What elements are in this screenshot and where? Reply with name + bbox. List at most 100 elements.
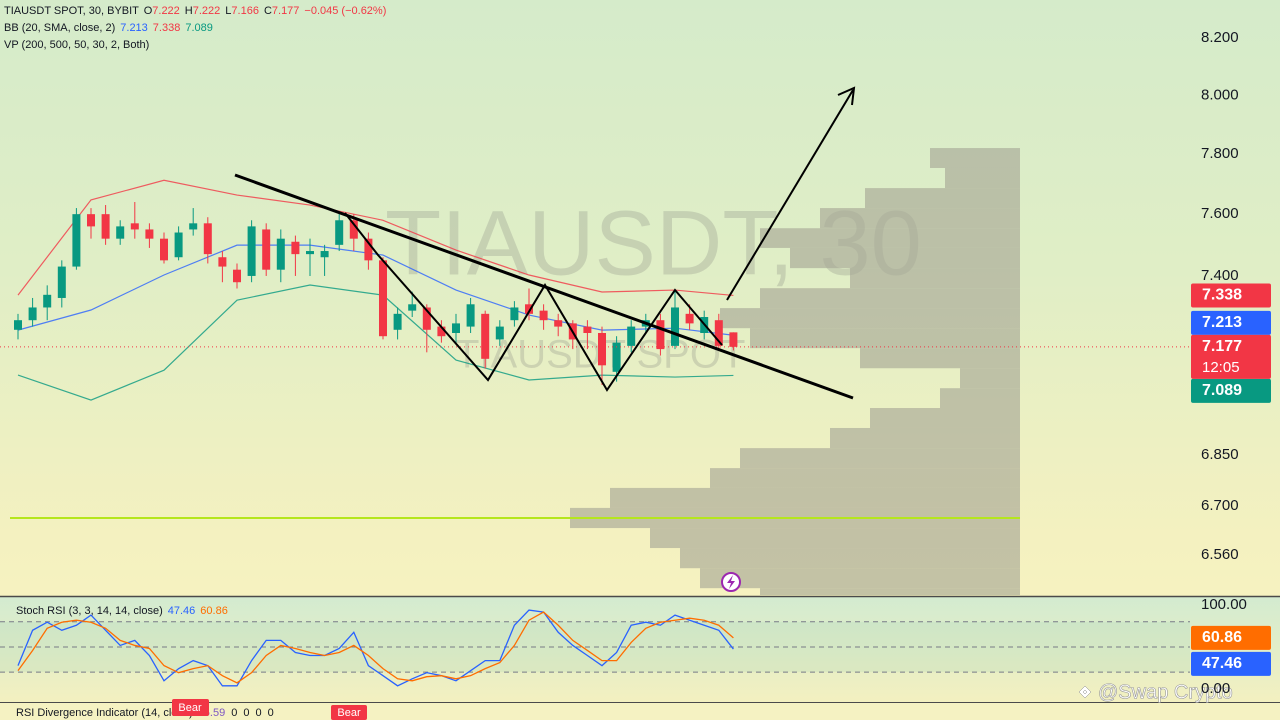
- candle-body: [495, 326, 504, 340]
- price-axis: 8.200 8.000 7.800 7.600 7.400 6.850 6.700 6.560…: [1191, 29, 1271, 697]
- plot: [0, 179, 1190, 687]
- candle-body: [539, 310, 548, 321]
- candle-body: [408, 304, 417, 311]
- y-tick-label: 6.560: [1201, 546, 1239, 563]
- price-label-box: [1191, 283, 1271, 308]
- ohlc-key: H: [185, 5, 193, 17]
- bear-tag: [331, 705, 367, 720]
- bb-label: BB (20, SMA, close, 2): [4, 22, 115, 34]
- candle-body: [203, 223, 212, 255]
- volume-bar: [865, 188, 1020, 209]
- stoch-label: 47.46: [1202, 655, 1242, 672]
- volume-bar: [930, 148, 1020, 168]
- volume-bar: [820, 208, 1020, 229]
- credit-icon: [1078, 685, 1092, 699]
- alert-bolt[interactable]: [727, 575, 735, 589]
- candle-body: [583, 326, 592, 333]
- ohlc-key: O: [144, 5, 153, 17]
- bear-tag-text: Bear: [337, 707, 361, 719]
- candle-body: [656, 320, 665, 350]
- candle-body: [160, 238, 168, 261]
- stoch-legend: Stoch RSI (3, 3, 14, 14, close) 47.46 60.8…: [16, 605, 228, 617]
- price-label: 7.177: [1202, 338, 1242, 355]
- y-tick-label: 7.400: [1201, 267, 1239, 284]
- candle-body: [729, 332, 738, 347]
- volume-bar: [720, 308, 1020, 329]
- candle-body: [379, 260, 387, 337]
- price-label-box: [1191, 334, 1271, 379]
- candle-body: [306, 251, 314, 255]
- volume-bar: [830, 427, 1020, 449]
- ohlc-value: 7.177: [272, 5, 300, 17]
- bollinger-line: [17, 179, 734, 297]
- candle-body: [554, 320, 563, 327]
- candle-body: [437, 326, 446, 337]
- bear-tag: [172, 699, 209, 716]
- candle-body: [72, 214, 81, 267]
- y-tick-label: 6.850: [1201, 446, 1239, 463]
- volume-bar: [790, 247, 1020, 269]
- rsi-legend: RSI Divergence Indicator (14, close) 45.5…: [16, 707, 274, 719]
- ohlc-key: C: [264, 5, 272, 17]
- stoch-label: Stoch RSI (3, 3, 14, 14, close): [16, 605, 163, 617]
- stoch-value: 47.46: [168, 605, 196, 617]
- y-tick-label: 7.800: [1201, 145, 1239, 162]
- volume-bar: [740, 448, 1020, 469]
- candle-body: [262, 229, 271, 270]
- candle-body: [612, 342, 621, 372]
- candle-body: [87, 214, 95, 227]
- volume-bar: [760, 228, 1020, 248]
- countdown: 12:05: [1202, 359, 1240, 376]
- candle-body: [393, 313, 402, 330]
- candle-body: [291, 241, 300, 255]
- bollinger-line: [17, 244, 734, 336]
- volume-bar: [760, 588, 1020, 595]
- volume-bar: [850, 268, 1020, 289]
- candle-body: [598, 332, 606, 366]
- y-tick-label: 100.00: [1201, 596, 1247, 613]
- candle-body: [335, 220, 344, 245]
- volume-bar: [860, 348, 1020, 369]
- alert-icon[interactable]: [721, 572, 741, 592]
- candle-body: [276, 238, 285, 270]
- volume-bar: [960, 368, 1020, 389]
- legend: TIAUSDT SPOT, 30, BYBIT O7.222 H7.222 L7.16…: [4, 5, 386, 720]
- volume-bar: [940, 388, 1020, 409]
- rsi-pane: [0, 703, 1280, 720]
- y-tick-label: 7.600: [1201, 205, 1239, 222]
- rsi-output: 0: [231, 707, 237, 719]
- bb-value: 7.338: [153, 22, 181, 34]
- ohlc-value: 7.222: [193, 5, 221, 17]
- volume-bar: [750, 328, 1020, 349]
- candle-body: [422, 307, 431, 330]
- volume-bar: [650, 528, 1020, 549]
- candle-body: [189, 223, 198, 230]
- stoch-label-box: [1191, 651, 1271, 676]
- volume-bar: [680, 548, 1020, 569]
- ohlc-value: 7.222: [152, 5, 180, 17]
- credit-text: @Swap Crypto: [1098, 681, 1233, 703]
- volume-bar: [710, 468, 1020, 488]
- bb-legend: BB (20, SMA, close, 2) 7.213 7.338 7.089: [4, 22, 213, 34]
- bb-value: 7.213: [120, 22, 148, 34]
- bb-value: 7.089: [185, 22, 213, 34]
- price-label: 7.338: [1202, 287, 1242, 304]
- drawings: [234, 86, 856, 400]
- price-label-box: [1191, 310, 1271, 335]
- candle-body: [481, 313, 490, 359]
- change: −0.045 (−0.62%): [304, 5, 386, 17]
- volume-bar: [760, 288, 1020, 309]
- stoch-line: [17, 609, 734, 687]
- candle-body: [57, 266, 66, 298]
- arrow-head: [837, 86, 856, 106]
- candle-body: [452, 323, 460, 333]
- price-label-box: [1191, 378, 1271, 403]
- y-tick-label: 6.700: [1201, 497, 1239, 514]
- candle-body: [101, 214, 110, 239]
- volume-bar: [870, 408, 1020, 428]
- stoch-label-box: [1191, 625, 1271, 650]
- candle-body: [714, 320, 723, 346]
- ohlc-key: L: [225, 5, 231, 17]
